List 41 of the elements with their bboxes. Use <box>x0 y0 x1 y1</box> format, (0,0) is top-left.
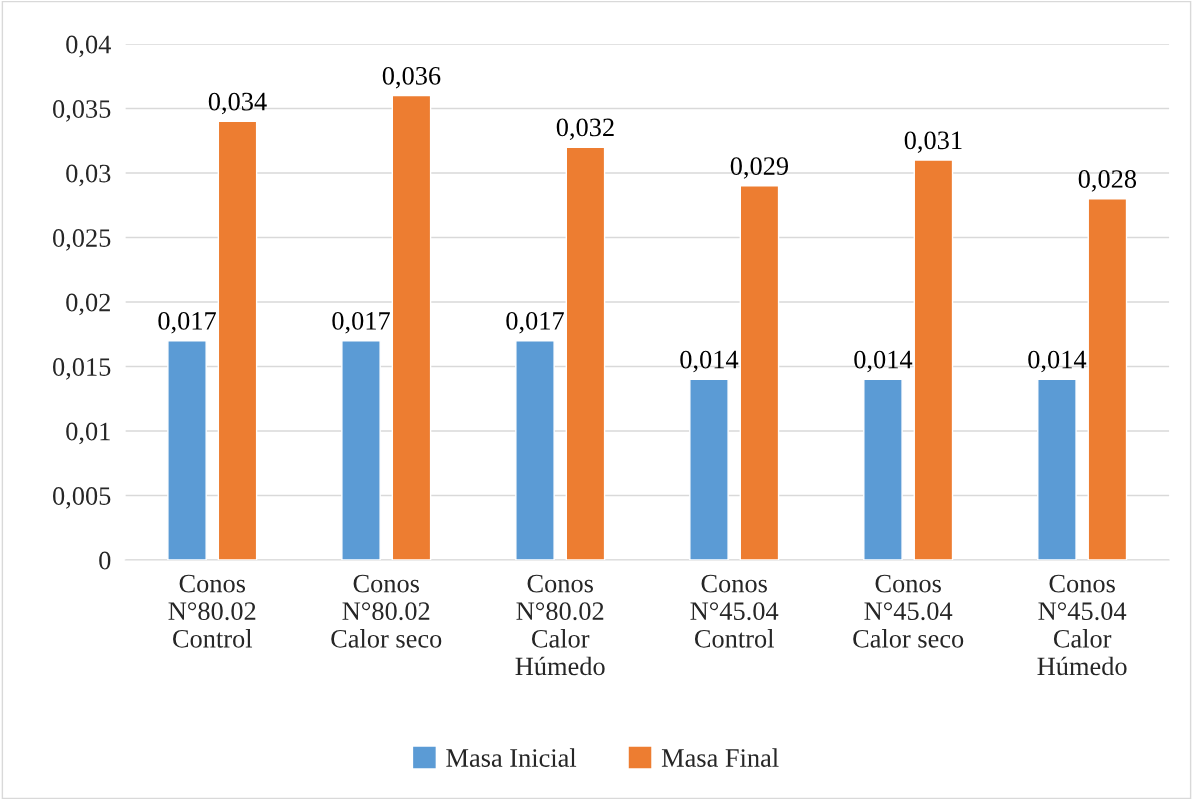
x-tick-label: Conos N°80.02 Calor seco <box>331 574 442 648</box>
bar <box>391 94 432 560</box>
x-tick-label: Conos N°45.04 Calor seco <box>853 574 964 648</box>
bar <box>1037 378 1077 560</box>
bar <box>565 146 606 560</box>
y-tick-label: 0 <box>99 551 111 570</box>
data-label: 0,017 <box>332 311 390 334</box>
data-label: 0,034 <box>208 92 267 115</box>
bar <box>739 185 780 560</box>
bar <box>689 378 729 560</box>
bar <box>515 340 555 560</box>
y-tick-label: 0,025 <box>53 229 111 251</box>
y-tick-label: 0,02 <box>66 293 110 316</box>
bar <box>863 378 903 560</box>
y-tick-label: 0,035 <box>53 100 111 122</box>
bar <box>167 340 207 560</box>
x-tick-label: Conos N°45.04 Control <box>690 574 779 648</box>
data-label: 0,032 <box>556 118 614 141</box>
legend-label: Masa Final <box>661 748 779 767</box>
y-tick-label: 0,04 <box>66 35 111 58</box>
x-tick-label: Conos N°80.02 Control <box>168 574 256 648</box>
data-label: 0,014 <box>1028 350 1087 373</box>
y-tick-label: 0,015 <box>53 358 111 380</box>
data-label: 0,031 <box>904 131 962 153</box>
data-label: 0,017 <box>158 311 216 334</box>
data-label: 0,029 <box>730 157 789 179</box>
data-label: 0,017 <box>506 311 564 334</box>
data-label: 0,014 <box>854 350 913 373</box>
data-label: 0,028 <box>1078 170 1137 192</box>
bar <box>913 159 954 560</box>
bar <box>217 120 258 560</box>
data-label: 0,036 <box>382 66 441 89</box>
y-tick-label: 0,01 <box>66 422 110 445</box>
bar <box>1087 198 1128 560</box>
data-label: 0,014 <box>680 350 739 373</box>
legend-label: Masa Inicial <box>446 748 577 767</box>
x-tick-label: Conos N°80.02 Calor Húmedo <box>515 574 605 676</box>
bar <box>341 340 381 560</box>
y-tick-label: 0,005 <box>53 487 111 509</box>
y-tick-label: 0,03 <box>66 164 111 187</box>
x-tick-label: Conos N°45.04 Calor Húmedo <box>1037 574 1127 676</box>
